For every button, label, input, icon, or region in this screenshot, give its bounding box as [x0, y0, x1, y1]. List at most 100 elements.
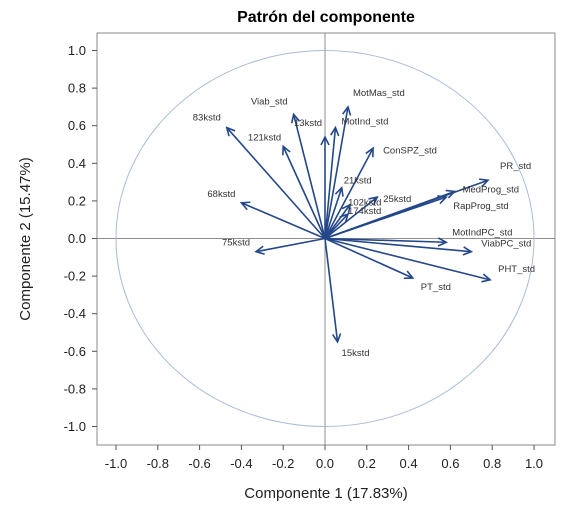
vector-label-ViabPC_std: ViabPC_std	[481, 239, 531, 250]
y-axis-label: Componente 2 (15.47%)	[17, 157, 34, 320]
vector-label-121kstd: 121kstd	[248, 132, 281, 143]
vector-label-25kstd: 25kstd	[383, 194, 411, 205]
vector-shaft	[292, 114, 326, 239]
vector-label-PHT_std: PHT_std	[498, 264, 535, 275]
vector-label-83kstd: 83kstd	[193, 113, 221, 124]
x-tick-label: 0.0	[316, 456, 334, 471]
vector-arrowhead	[239, 201, 251, 211]
vector-arrowhead	[330, 125, 340, 137]
vector-shaft	[282, 146, 326, 239]
vector-shaft	[255, 237, 326, 253]
vector-arrowhead	[437, 195, 448, 205]
vector-shaft	[324, 106, 349, 239]
y-tick-label: 0.8	[68, 81, 86, 96]
vector-arrowhead	[320, 135, 330, 146]
vector-arrowhead	[403, 270, 415, 280]
vector-RapProg_std	[324, 195, 448, 240]
vector-shaft	[324, 237, 447, 244]
y-axis-ticks: 1.0 0.8 0.6 0.4 0.2 0.0 -0.2 -0.4 -0.6 -0.8 -1.0	[64, 43, 97, 434]
vector-arrowhead	[481, 273, 492, 283]
vector-13kstd	[320, 135, 330, 239]
vector-label-PR_std: PR_std	[500, 161, 531, 172]
x-tick-label: 0.2	[358, 456, 376, 471]
x-tick-label: 0.8	[483, 456, 501, 471]
vector-ConSPZ_std	[324, 146, 374, 239]
vector-arrowhead	[290, 112, 301, 124]
vector-68kstd	[239, 201, 326, 240]
vector-MotIndPC_std	[324, 237, 449, 247]
vector-label-13kstd: 13kstd	[294, 118, 322, 129]
x-tick-label: 1.0	[525, 456, 543, 471]
vector-174kstd	[324, 212, 350, 240]
y-tick-label: -0.2	[64, 269, 86, 284]
y-tick-label: 0.4	[68, 156, 86, 171]
x-tick-label: 0.6	[441, 456, 459, 471]
vector-arrowhead	[479, 178, 490, 188]
y-tick-label: -1.0	[64, 419, 86, 434]
vector-arrowhead	[365, 146, 374, 158]
vector-25kstd	[324, 196, 379, 240]
vector-label-PT_std: PT_std	[421, 282, 451, 293]
vector-15kstd	[324, 238, 342, 344]
x-tick-label: -0.8	[147, 456, 169, 471]
loading-vectors	[225, 105, 492, 344]
vector-shaft	[241, 202, 326, 240]
y-tick-label: -0.4	[64, 306, 86, 321]
loading-vector-labels: PR_std MedProg_std RapProg_std MotIndPC_std…	[193, 88, 535, 359]
vector-label-MotInd_std: MotInd_std	[341, 117, 388, 128]
vector-label-174kstd: 174kstd	[348, 206, 381, 217]
vector-shaft	[324, 196, 447, 240]
vector-label-Viab_std: Viab_std	[251, 96, 288, 107]
x-tick-label: -1.0	[105, 456, 127, 471]
vector-121kstd	[282, 144, 326, 239]
vector-label-MotMas_std: MotMas_std	[353, 88, 405, 99]
vector-21kstd	[324, 186, 344, 239]
vector-shaft	[324, 237, 472, 253]
y-tick-label: 0.0	[68, 231, 86, 246]
vector-shaft	[226, 127, 326, 240]
vector-shaft	[324, 204, 351, 239]
vector-shaft	[324, 238, 339, 342]
vector-arrowhead	[254, 245, 265, 255]
vector-102kstd	[324, 203, 352, 239]
vector-ViabPC_std	[324, 237, 474, 256]
vector-arrowhead	[334, 186, 344, 197]
vector-label-RapProg_std: RapProg_std	[453, 201, 508, 212]
vector-shaft	[324, 187, 343, 239]
vector-label-75kstd: 75kstd	[222, 238, 250, 249]
vector-arrowhead	[282, 144, 291, 156]
chart-title: Patrón del componente	[237, 9, 415, 26]
x-axis-ticks: -1.0 -0.8 -0.6 -0.4 -0.2 0.0 0.2 0.4 0.6 0.8 1.0	[105, 445, 543, 471]
vector-PHT_std	[324, 237, 492, 283]
vector-arrowhead	[341, 203, 352, 214]
vector-label-21kstd: 21kstd	[344, 176, 372, 187]
vector-MotMas_std	[324, 105, 352, 239]
y-tick-label: 0.6	[68, 118, 86, 133]
vector-label-MotIndPC_std: MotIndPC_std	[452, 227, 512, 238]
x-tick-label: -0.2	[272, 456, 294, 471]
x-tick-label: 0.4	[400, 456, 418, 471]
vector-arrowhead	[445, 189, 457, 199]
x-axis-label: Componente 1 (17.83%)	[244, 485, 407, 502]
vector-PT_std	[324, 237, 415, 280]
vector-label-68kstd: 68kstd	[207, 189, 235, 200]
y-tick-label: 0.2	[68, 193, 86, 208]
vector-shaft	[324, 196, 378, 240]
y-tick-label: 1.0	[68, 43, 86, 58]
y-tick-label: -0.8	[64, 381, 86, 396]
vector-shaft	[324, 127, 337, 239]
vector-arrowhead	[342, 105, 352, 116]
vector-75kstd	[254, 237, 326, 255]
vector-arrowhead	[368, 196, 379, 206]
vector-shaft	[324, 213, 349, 240]
vector-label-ConSPZ_std: ConSPZ_std	[383, 145, 437, 156]
vector-shaft	[324, 237, 414, 279]
vector-arrowhead	[331, 333, 342, 344]
vector-Viab_std	[290, 112, 326, 239]
vector-arrowhead	[462, 246, 474, 256]
vector-arrowhead	[339, 212, 350, 223]
vector-shaft	[324, 147, 374, 239]
vector-arrowhead	[225, 126, 236, 137]
